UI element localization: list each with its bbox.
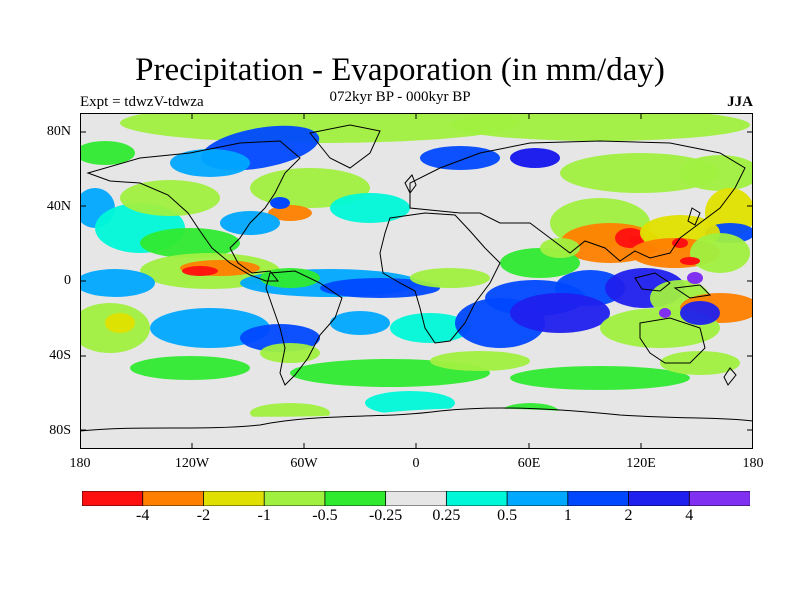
colorbar-label: 0.5 [497,507,518,524]
coastline [723,367,737,386]
lat-label-40s: 40S [49,348,71,363]
season-label: JJA [727,94,753,110]
coastline [80,407,753,432]
coastline [634,272,671,292]
colorbar-swatch [688,491,750,506]
lon-label-60e: 60E [517,456,541,471]
colorbar-swatch [567,491,630,506]
map-plot [80,113,753,449]
colorbar-swatch [628,491,690,506]
lon-label-120e: 120E [626,456,656,471]
colorbar-label: 0.25 [432,507,461,524]
coastline [673,284,712,299]
colorbar-swatch [445,491,508,506]
colorbar-label: -1 [257,507,271,524]
plot-title: Precipitation - Evaporation (in mm/day) [135,52,665,88]
axis-ticks [80,113,753,449]
colorbar-label: 4 [685,507,694,524]
coastline [86,140,301,282]
colorbar-label: -0.25 [368,507,403,524]
coastline [687,207,701,226]
colorbar-label: 2 [624,507,633,524]
lon-label-180w: 180 [69,456,91,471]
colorbar-swatch [506,491,569,506]
lat-label-80s: 80S [49,423,71,438]
colorbar-swatch [142,491,205,506]
plot-subtitle: 072kyr BP - 000kyr BP [329,89,471,105]
anomaly-field-layer [80,113,753,449]
colorbar-swatch [263,491,326,506]
colorbar-swatch [324,491,387,506]
experiment-label: Expt = tdwzV-tdwza [80,94,204,110]
coastline-layer [80,124,753,432]
lon-label-120w: 120W [174,456,210,471]
coastline [309,124,381,169]
coastline [409,140,746,262]
lon-label-60w: 60W [290,456,318,471]
colorbar-label: -0.5 [312,507,338,524]
coastline [265,270,343,386]
coastline [404,174,417,194]
colorbar-label: 1 [563,507,572,524]
lat-label-0: 0 [64,273,71,288]
lat-label-40n: 40N [46,199,71,214]
colorbar-swatch [385,491,448,506]
colorbar-label: -4 [136,507,150,524]
colorbar-swatch [203,491,265,506]
colorbar-label: -2 [196,507,211,524]
coastline [379,212,501,344]
colorbar-swatch [82,491,144,506]
coastline [639,317,706,364]
colorbar [82,491,750,506]
lon-label-180e: 180 [742,456,764,471]
lon-label-0: 0 [412,456,420,471]
lat-label-80n: 80N [46,124,71,139]
